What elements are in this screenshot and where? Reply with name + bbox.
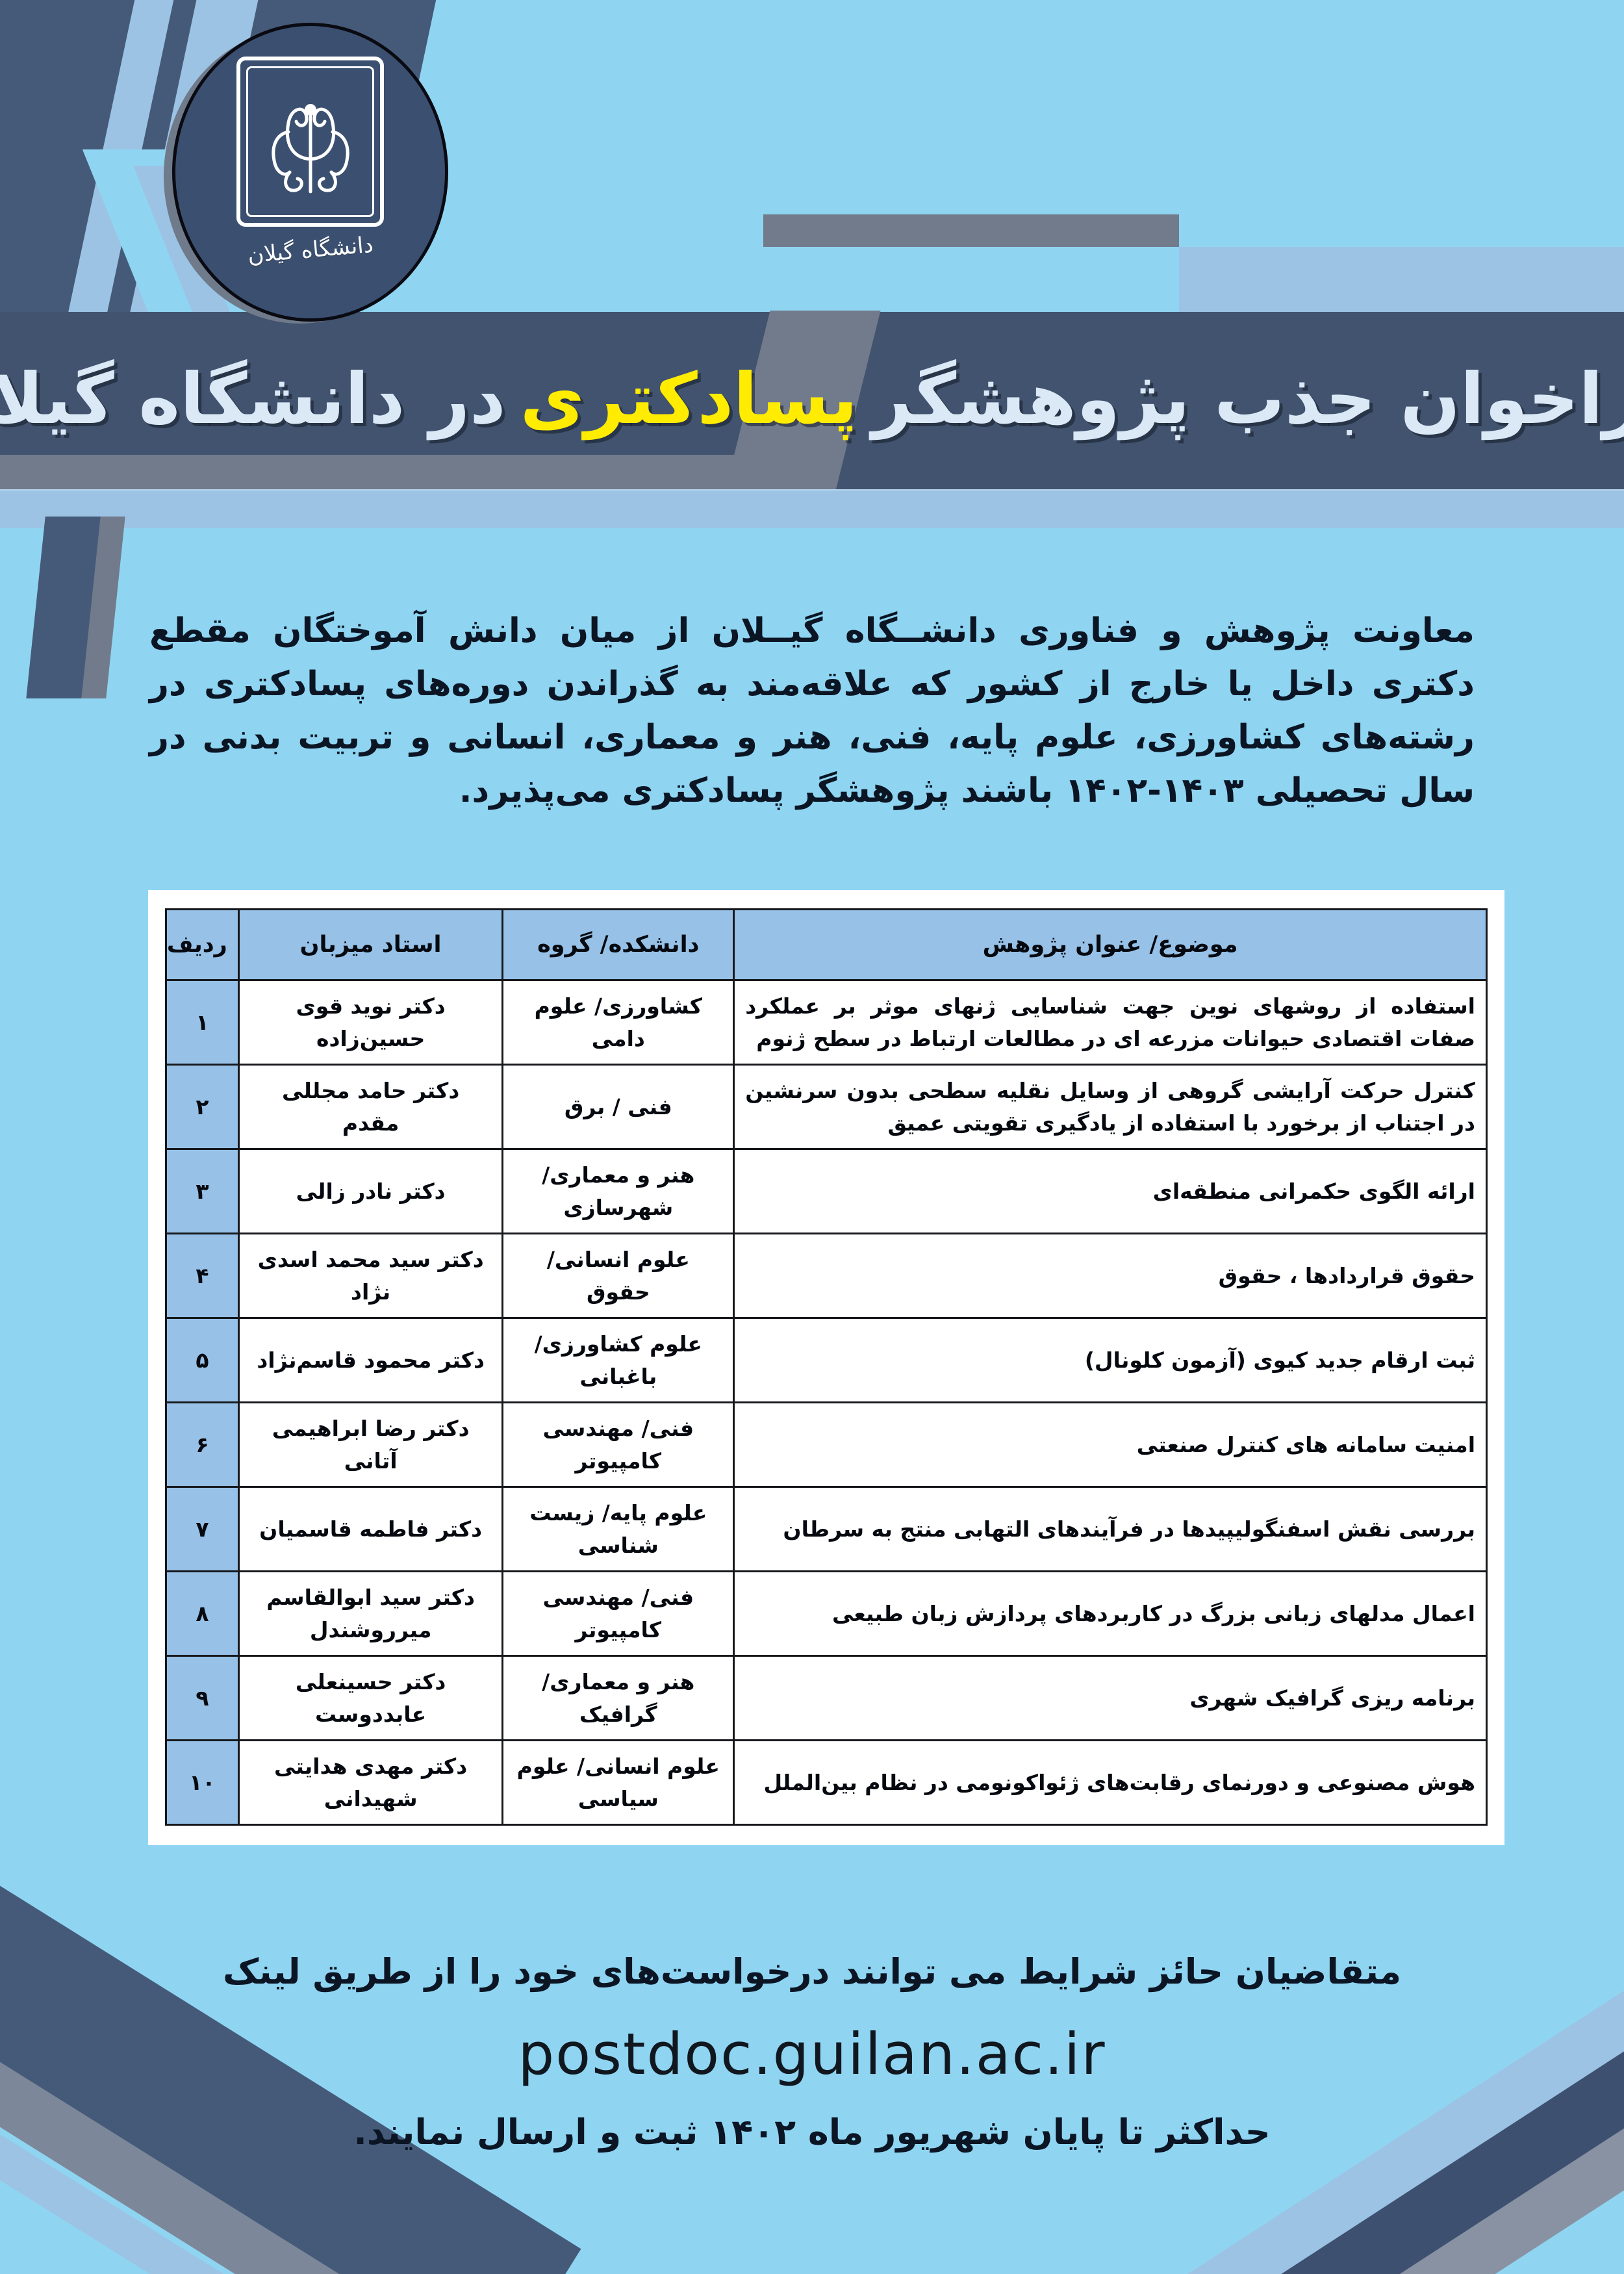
column-header-row-number: ردیف (165, 908, 240, 981)
table-row: اعمال مدلهای زبانی بزرگ در کاربردهای پرد… (165, 1570, 1488, 1657)
cell-topic: کنترل حرکت آرایشی گروهی از وسایل نقلیه س… (733, 1064, 1488, 1150)
cell-row-number: ۵ (165, 1317, 240, 1403)
table-row: هوش مصنوعی و دورنمای رقابت‌های ژئواکونوم… (165, 1739, 1488, 1826)
application-link[interactable]: postdoc.guilan.ac.ir (518, 2021, 1106, 2088)
guilan-university-emblem-icon (236, 57, 384, 227)
table-row: بررسی نقش اسفنگولیپیدها در فرآیندهای الت… (165, 1486, 1488, 1572)
cell-topic: حقوق قراردادها ، حقوق (733, 1233, 1488, 1319)
cell-professor: دکتر محمود قاسم‌نژاد (237, 1317, 504, 1403)
column-header-topic: موضوع/ عنوان پژوهش (733, 908, 1488, 981)
cell-professor: دکتر نوید قوی حسین‌زاده (237, 979, 504, 1066)
table-body: استفاده از روشهای نوین جهت شناسایی ژنهای… (165, 979, 1488, 1826)
cell-professor: دکتر رضا ابراهیمی آتانی (237, 1401, 504, 1488)
column-header-professor: استاد میزبان (237, 908, 504, 981)
table-row: ثبت ارقام جدید کیوی (آزمون کلونال) علوم ک… (165, 1317, 1488, 1403)
cell-faculty: هنر و معماری/ گرافیک (501, 1655, 735, 1741)
cell-row-number: ۴ (165, 1233, 240, 1319)
cell-topic: برنامه ریزی گرافیک شهری (733, 1655, 1488, 1741)
cell-faculty: علوم انسانی/ حقوق (501, 1233, 735, 1319)
table-row: برنامه ریزی گرافیک شهری هنر و معماری/ گرا… (165, 1655, 1488, 1741)
emblem-glyph-icon (271, 104, 349, 194)
title-highlight: پسادکتری (520, 359, 858, 440)
footer-instruction-line: متقاضیان حائز شرایط می توانند درخواست‌ها… (222, 1951, 1402, 1992)
cell-professor: دکتر فاطمه قاسمیان (237, 1486, 504, 1572)
logo-caption: دانشگاه گیلان (246, 231, 374, 269)
cell-topic: ارائه الگوی حکمرانی منطقه‌ای (733, 1148, 1488, 1234)
cell-professor: دکتر نادر زالی (237, 1148, 504, 1234)
table-row: کنترل حرکت آرایشی گروهی از وسایل نقلیه س… (165, 1064, 1488, 1150)
deco-gray-strip-left (0, 455, 763, 494)
cell-topic: اعمال مدلهای زبانی بزرگ در کاربردهای پرد… (733, 1570, 1488, 1657)
table-row: حقوق قراردادها ، حقوق علوم انسانی/ حقوق دک… (165, 1233, 1488, 1319)
cell-professor: دکتر حامد مجللی مقدم (237, 1064, 504, 1150)
cell-faculty: کشاورزی/ علوم دامی (501, 979, 735, 1066)
cell-topic: هوش مصنوعی و دورنمای رقابت‌های ژئواکونوم… (733, 1739, 1488, 1826)
intro-paragraph: معاونت پژوهش و فناوری دانشــگاه گیــلان … (149, 611, 1475, 811)
cell-topic: امنیت سامانه های کنترل صنعتی (733, 1401, 1488, 1488)
cell-topic: استفاده از روشهای نوین جهت شناسایی ژنهای… (733, 979, 1488, 1066)
cell-faculty: علوم پایه/ زیست شناسی (501, 1486, 735, 1572)
table-row: ارائه الگوی حکمرانی منطقه‌ای هنر و معماری… (165, 1148, 1488, 1234)
deco-banner-notch (763, 247, 1179, 312)
cell-professor: دکتر حسینعلی عابددوست (237, 1655, 504, 1741)
university-logo: دانشگاه گیلان (172, 23, 448, 322)
title-part-1: فراخوان جذب پژوهشگر (872, 359, 1624, 440)
cell-topic: ثبت ارقام جدید کیوی (آزمون کلونال) (733, 1317, 1488, 1403)
column-header-faculty: دانشکده/ گروه (501, 908, 735, 981)
cell-row-number: ۷ (165, 1486, 240, 1572)
cell-row-number: ۳ (165, 1148, 240, 1234)
cell-professor: دکتر سید محمد اسدی نژاد (237, 1233, 504, 1319)
footer-block: متقاضیان حائز شرایط می توانند درخواست‌ها… (0, 1949, 1624, 2155)
cell-row-number: ۹ (165, 1655, 240, 1741)
table-row: امنیت سامانه های کنترل صنعتی فنی/ مهندسی … (165, 1401, 1488, 1488)
cell-faculty: فنی / برق (501, 1064, 735, 1150)
cell-faculty: علوم انسانی/ علوم سیاسی (501, 1739, 735, 1826)
title-part-2: در دانشگاه گیلان (0, 359, 506, 440)
positions-table: موضوع/ عنوان پژوهش دانشکده/ گروه استاد م… (165, 908, 1488, 1826)
cell-row-number: ۱ (165, 979, 240, 1066)
cell-professor: دکتر سید ابوالقاسم میرروشندل (237, 1570, 504, 1657)
table-header-row: موضوع/ عنوان پژوهش دانشکده/ گروه استاد م… (165, 908, 1488, 981)
cell-faculty: فنی/ مهندسی کامپیوتر (501, 1401, 735, 1488)
footer-deadline-line: حداکثر تا پایان شهریور ماه ۱۴۰۲ ثبت و ار… (353, 2112, 1271, 2153)
cell-faculty: علوم کشاورزی/ باغبانی (501, 1317, 735, 1403)
cell-row-number: ۶ (165, 1401, 240, 1488)
cell-row-number: ۸ (165, 1570, 240, 1657)
cell-professor: دکتر مهدی هدایتی شهیدانی (237, 1739, 504, 1826)
cell-row-number: ۲ (165, 1064, 240, 1150)
cell-faculty: فنی/ مهندسی کامپیوتر (501, 1570, 735, 1657)
poster-title: فراخوان جذب پژوهشگر پسادکتری در دانشگاه … (0, 318, 1624, 481)
deco-underband (0, 491, 1624, 528)
cell-topic: بررسی نقش اسفنگولیپیدها در فرآیندهای الت… (733, 1486, 1488, 1572)
cell-faculty: هنر و معماری/ شهرسازی (501, 1148, 735, 1234)
table-row: استفاده از روشهای نوین جهت شناسایی ژنهای… (165, 979, 1488, 1066)
positions-table-card: موضوع/ عنوان پژوهش دانشکده/ گروه استاد م… (148, 890, 1504, 1845)
deco-light-blue-band (1179, 247, 1624, 312)
cell-row-number: ۱۰ (165, 1739, 240, 1826)
